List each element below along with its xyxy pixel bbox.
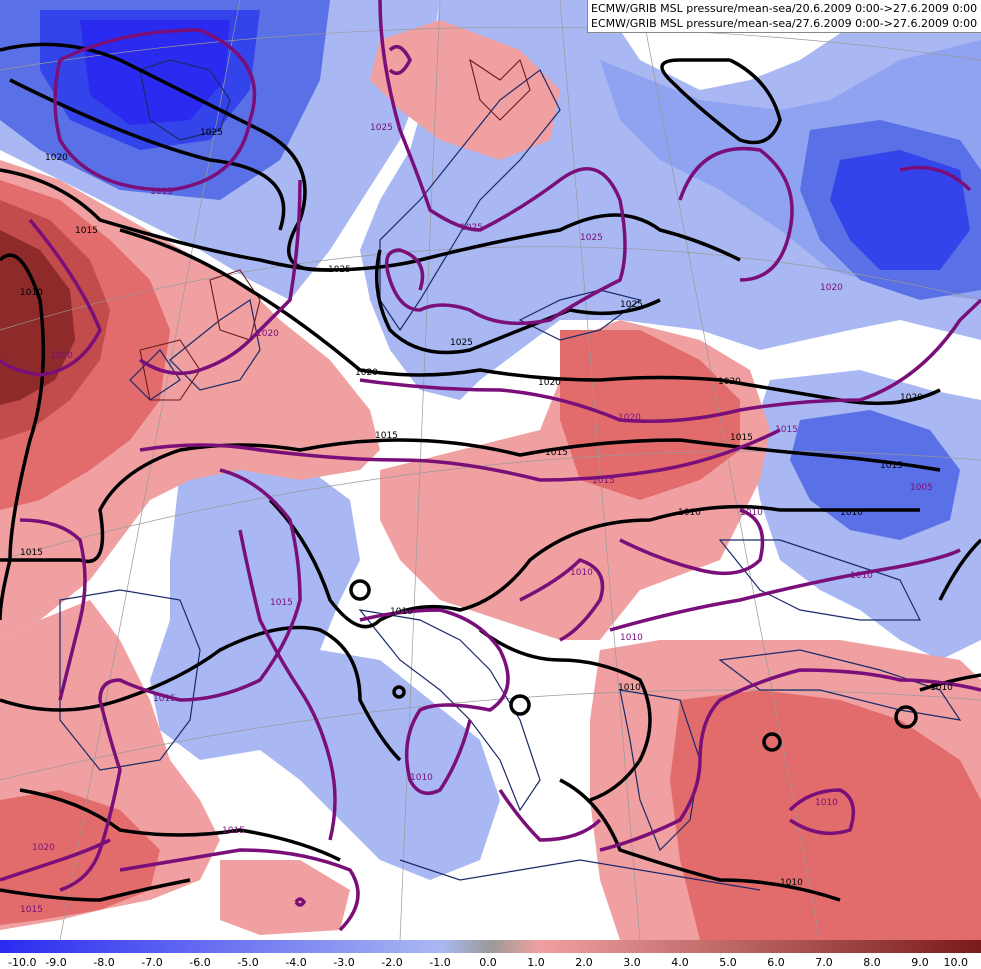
scale-tick-label: 9.0 [911, 956, 929, 969]
scale-tick-label: -8.0 [93, 956, 114, 969]
isobar-label: 1020 [718, 377, 741, 387]
isobar-label: 1015 [75, 226, 98, 236]
isobar-label: 1015 [153, 694, 176, 704]
isobar-label: 1010 [840, 508, 863, 518]
isobar-label: 1010 [620, 633, 643, 643]
map-canvas: 1025 1020 1015 1010 1025 1025 1020 1015 … [0, 0, 981, 940]
isobar-label: 1010 [850, 571, 873, 581]
scale-tick-label: -2.0 [381, 956, 402, 969]
isobar-label: 1010 [570, 568, 593, 578]
isobar-label: 1015 [20, 905, 43, 915]
isobar-label: 1015 [20, 548, 43, 558]
isobar-label: 1010 [618, 683, 641, 693]
color-scale-bar: -10.0 -9.0 -8.0 -7.0 -6.0 -5.0 -4.0 -3.0 -2.0 -1.… [0, 940, 981, 969]
isobar-label: 1020 [256, 329, 279, 339]
isobar-labels-purple: 1015 1020 1025 1025 1025 1020 1020 1015 … [20, 123, 933, 915]
scale-tick-label: -1.0 [429, 956, 450, 969]
isobar-label: 1025 [328, 265, 351, 275]
legend-box: ECMW/GRIB MSL pressure/mean-sea/20.6.200… [587, 0, 981, 33]
isobar-labels-black: 1025 1020 1015 1010 1025 1025 1020 1015 … [20, 128, 953, 888]
scale-tick-label: -9.0 [45, 956, 66, 969]
isobar-label: 1005 [910, 483, 933, 493]
isobar-label: 1015 [222, 826, 245, 836]
legend-line-analysis: ECMW/GRIB MSL pressure/mean-sea/27.6.200… [591, 17, 981, 30]
isobar-label: 1025 [620, 300, 643, 310]
isobar-label: 1015 [730, 433, 753, 443]
isobar-label: 1020 [618, 413, 641, 423]
isobar-label: 1025 [200, 128, 223, 138]
scale-tick-label: -5.0 [237, 956, 258, 969]
isobar-label: 1020 [45, 153, 68, 163]
black-isobars [0, 42, 981, 902]
scale-tick-label: -4.0 [285, 956, 306, 969]
isobar-label: 1010 [815, 798, 838, 808]
isobar-label: 1010 [678, 508, 701, 518]
scale-tick-label: 10.0 [944, 956, 969, 969]
isobar-label: 1010 [390, 607, 413, 617]
isobar-label: 1015 [880, 461, 903, 471]
isobar-label: 1025 [450, 338, 473, 348]
scale-tick-label: 8.0 [863, 956, 881, 969]
scale-tick-label: 5.0 [719, 956, 737, 969]
isobar-label: 1015 [775, 425, 798, 435]
graticule [0, 0, 981, 940]
isobar-label: 1025 [460, 223, 483, 233]
scale-tick-label: 2.0 [575, 956, 593, 969]
isobar-label: 1020 [820, 283, 843, 293]
red-coastlines [139, 58, 531, 401]
isobar-label: 1010 [410, 773, 433, 783]
scale-tick-label: -3.0 [333, 956, 354, 969]
isobar-label: 1020 [538, 378, 561, 388]
scale-tick-label: -7.0 [141, 956, 162, 969]
isobar-label: 1015 [545, 448, 568, 458]
scale-tick-label: -6.0 [189, 956, 210, 969]
isobar-label: 1020 [50, 351, 73, 361]
isobar-label: 1020 [355, 368, 378, 378]
isobar-label: 1015 [150, 187, 173, 197]
scale-tick-label: 4.0 [671, 956, 689, 969]
isobar-label: 1015 [375, 431, 398, 441]
isobar-label: 1010 [930, 683, 953, 693]
coastlines [59, 59, 962, 891]
isobar-label: 1010 [780, 878, 803, 888]
scale-tick-label: 6.0 [767, 956, 785, 969]
legend-line-forecast: ECMW/GRIB MSL pressure/mean-sea/20.6.200… [591, 2, 981, 15]
scale-tick-label: 0.0 [479, 956, 497, 969]
isobar-label: 1025 [370, 123, 393, 133]
isobar-label: 1020 [32, 843, 55, 853]
scale-tick-label: 1.0 [527, 956, 545, 969]
scale-tick-label: -10.0 [8, 956, 36, 969]
positive-anomaly-fields [0, 20, 981, 940]
isobar-label: 1020 [900, 393, 923, 403]
isobar-label: 1025 [580, 233, 603, 243]
isobar-label: 1015 [592, 476, 615, 486]
scale-tick-label: 7.0 [815, 956, 833, 969]
isobar-label: 1010 [20, 288, 43, 298]
isobar-label: 1010 [740, 508, 763, 518]
purple-isobars [0, 0, 981, 932]
isobar-label: 1015 [270, 598, 293, 608]
scale-tick-label: 3.0 [623, 956, 641, 969]
